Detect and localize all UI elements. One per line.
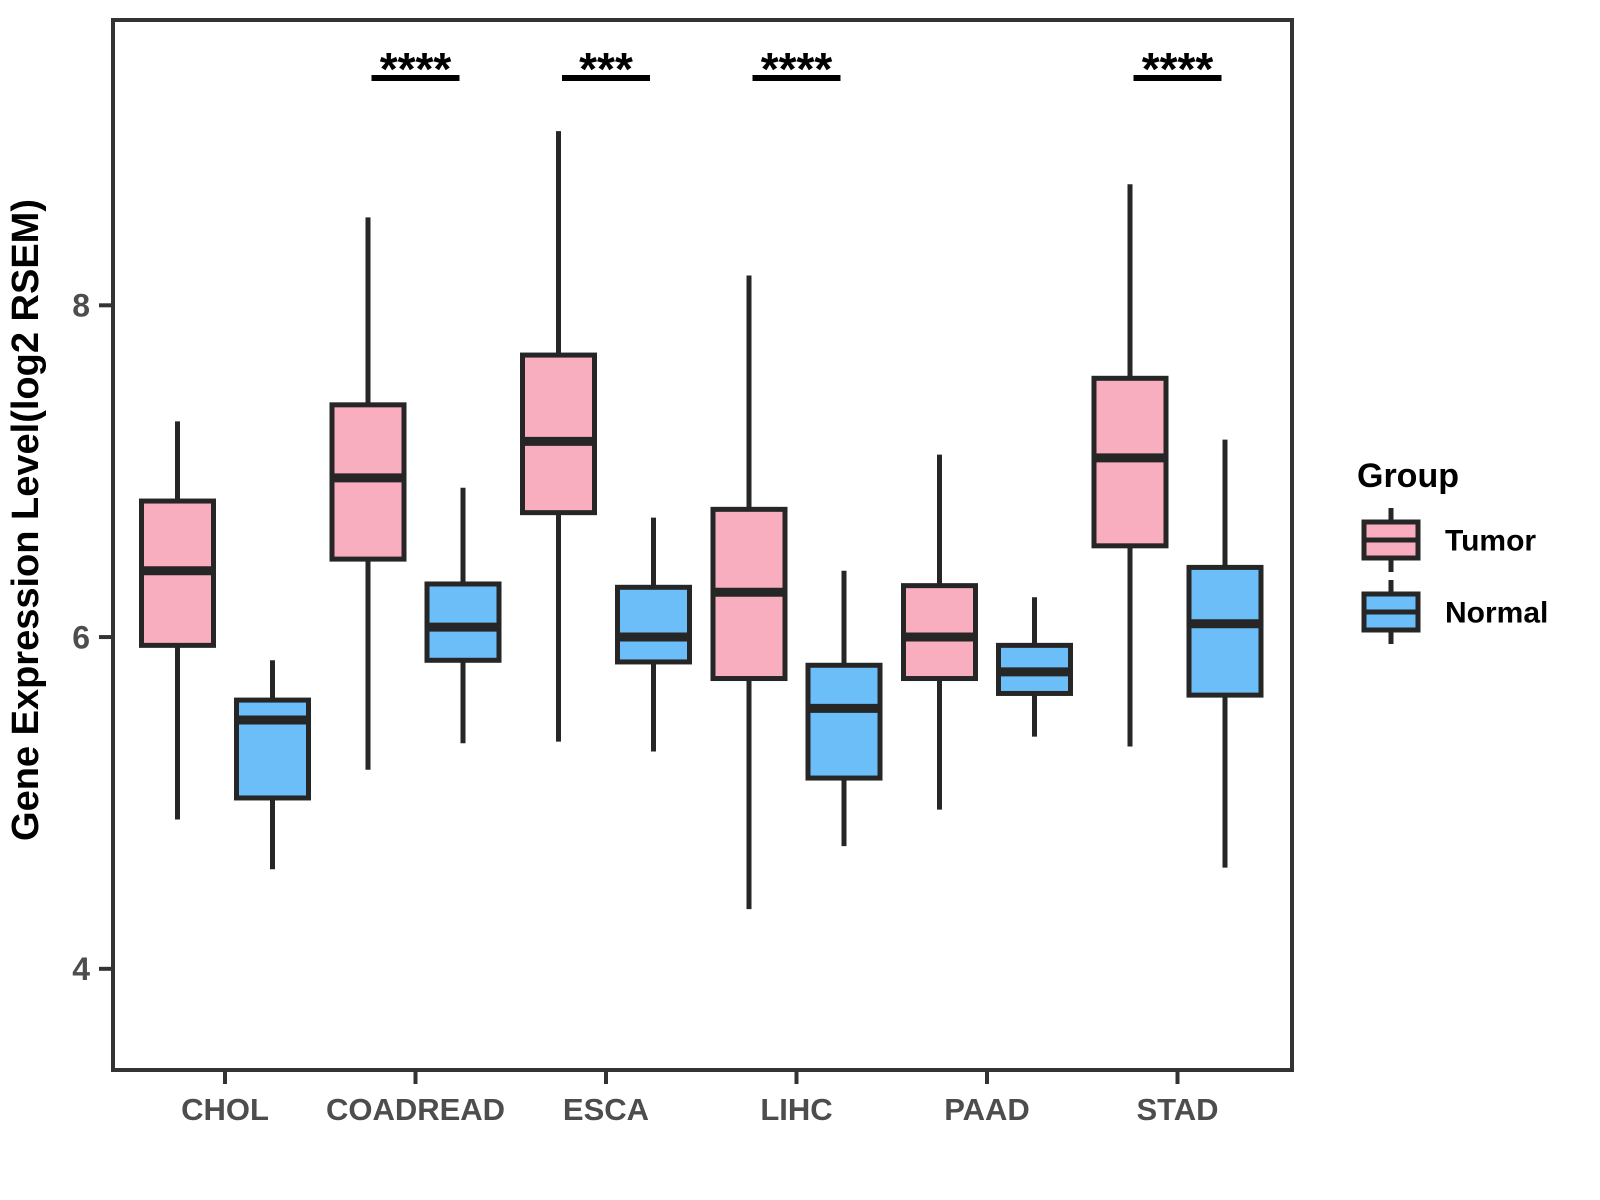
y-tick-label: 8: [72, 288, 90, 324]
legend-title: Group: [1357, 457, 1459, 495]
panel-border: [111, 18, 1294, 1072]
iqr-box: [424, 581, 502, 663]
x-category-label-PAAD: PAAD: [944, 1092, 1030, 1127]
x-category-label-ESCA: ESCA: [563, 1092, 649, 1127]
significance-stars: ****: [380, 43, 452, 95]
legend-label-tumor: Tumor: [1445, 525, 1536, 558]
x-category-label-CHOL: CHOL: [181, 1092, 269, 1127]
axes: 4 6 8 CHOL COADREAD ESCA LIHC PAAD STAD: [72, 18, 1294, 1127]
boxplot-layer: [139, 131, 1264, 910]
box-STAD-Tumor: [1091, 184, 1169, 747]
legend-entry-tumor: Tumor: [1361, 508, 1536, 572]
x-category-label-COADREAD: COADREAD: [326, 1092, 505, 1127]
x-category-label-STAD: STAD: [1136, 1092, 1218, 1127]
box-PAAD-Tumor: [901, 454, 978, 810]
legend-entry-normal: Normal: [1361, 580, 1548, 644]
box-LIHC-Tumor: [710, 275, 788, 910]
box-COADREAD-Normal: [424, 487, 502, 744]
iqr-box: [901, 583, 978, 682]
box-CHOL-Normal: [234, 660, 311, 870]
box-STAD-Normal: [1186, 439, 1264, 868]
significance-stars: ****: [761, 43, 833, 95]
iqr-box: [234, 697, 311, 801]
iqr-box: [1186, 564, 1264, 698]
y-tick-label: 6: [72, 619, 90, 655]
legend-label-normal: Normal: [1445, 597, 1548, 630]
significance-COADREAD: ****: [371, 43, 460, 95]
iqr-box: [615, 584, 692, 665]
significance-annotations: **** *** **** ****: [371, 43, 1222, 95]
y-tick-label: 4: [72, 951, 90, 987]
iqr-box: [520, 352, 597, 516]
significance-STAD: ****: [1133, 43, 1222, 95]
iqr-box: [805, 662, 883, 781]
significance-stars: ***: [579, 43, 633, 95]
box-ESCA-Tumor: [520, 131, 597, 742]
significance-ESCA: ***: [562, 43, 650, 95]
box-LIHC-Normal: [805, 570, 883, 847]
box-CHOL-Tumor: [139, 421, 216, 820]
significance-stars: ****: [1142, 43, 1214, 95]
y-axis-title: Gene Expression Level(log2 RSEM): [5, 199, 47, 841]
x-category-label-LIHC: LIHC: [760, 1092, 832, 1127]
box-PAAD-Normal: [996, 597, 1073, 737]
box-COADREAD-Tumor: [329, 217, 407, 770]
legend-entries: Tumor Normal: [1361, 508, 1548, 644]
box-ESCA-Normal: [615, 517, 692, 752]
significance-LIHC: ****: [752, 43, 841, 95]
legend: Group Tumor Normal: [1357, 457, 1548, 644]
